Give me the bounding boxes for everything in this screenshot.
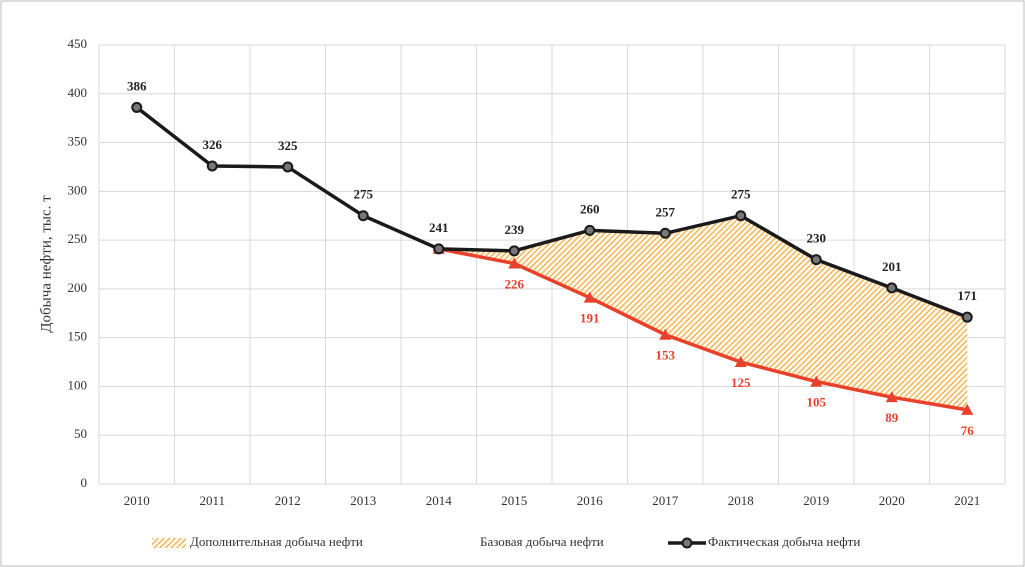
x-tick-label: 2015 bbox=[501, 493, 527, 508]
data-label: 125 bbox=[731, 375, 751, 390]
y-axis-label: Добыча нефти, тыс. т bbox=[38, 195, 54, 333]
marker bbox=[659, 328, 672, 340]
x-tick-label: 2013 bbox=[350, 493, 376, 508]
legend-swatch bbox=[152, 538, 186, 548]
x-tick-label: 2020 bbox=[879, 493, 905, 508]
data-label: 105 bbox=[807, 395, 827, 410]
data-label: 226 bbox=[505, 277, 525, 292]
data-label: 191 bbox=[580, 311, 600, 326]
marker bbox=[282, 161, 294, 173]
x-tick-label: 2018 bbox=[728, 493, 754, 508]
y-tick-label: 450 bbox=[68, 36, 88, 51]
y-tick-label: 350 bbox=[68, 134, 88, 149]
y-tick-label: 150 bbox=[68, 329, 88, 344]
series-line bbox=[135, 106, 968, 319]
x-tick-label: 2017 bbox=[652, 493, 679, 508]
data-label: 275 bbox=[731, 187, 751, 202]
x-tick-label: 2010 bbox=[124, 493, 150, 508]
marker bbox=[961, 311, 973, 323]
marker bbox=[584, 224, 596, 236]
data-label: 230 bbox=[807, 231, 827, 246]
x-tick-label: 2012 bbox=[275, 493, 301, 508]
x-tick-label: 2019 bbox=[803, 493, 829, 508]
marker bbox=[735, 210, 747, 222]
marker bbox=[810, 254, 822, 266]
marker bbox=[131, 101, 143, 113]
series-line bbox=[438, 247, 968, 412]
legend-label: Базовая добыча нефти bbox=[480, 534, 604, 549]
data-label: 257 bbox=[656, 204, 676, 219]
x-tick-label: 2016 bbox=[577, 493, 604, 508]
fill-area bbox=[438, 215, 968, 410]
data-label: 260 bbox=[580, 201, 600, 216]
x-tick-label: 2014 bbox=[426, 493, 453, 508]
y-tick-label: 300 bbox=[68, 182, 88, 197]
y-tick-label: 0 bbox=[81, 475, 88, 490]
data-label: 239 bbox=[505, 222, 525, 237]
marker bbox=[583, 291, 596, 303]
marker bbox=[659, 227, 671, 239]
marker bbox=[810, 375, 823, 387]
y-tick-label: 50 bbox=[74, 426, 87, 441]
marker bbox=[357, 210, 369, 222]
marker bbox=[886, 282, 898, 294]
y-tick-label: 200 bbox=[68, 280, 88, 295]
marker bbox=[433, 243, 445, 255]
legend-label: Дополнительная добыча нефти bbox=[190, 534, 363, 549]
legend-label: Фактическая добыча нефти bbox=[708, 534, 860, 549]
data-label: 153 bbox=[656, 348, 676, 363]
y-tick-label: 250 bbox=[68, 231, 88, 246]
data-label: 76 bbox=[961, 423, 975, 438]
data-label: 241 bbox=[429, 220, 449, 235]
marker bbox=[885, 391, 898, 403]
marker bbox=[206, 160, 218, 172]
marker bbox=[961, 403, 974, 415]
data-label: 89 bbox=[885, 410, 899, 425]
x-tick-label: 2021 bbox=[954, 493, 980, 508]
data-label: 386 bbox=[127, 78, 147, 93]
x-tick-label: 2011 bbox=[199, 493, 225, 508]
legend-marker bbox=[681, 537, 693, 549]
data-label: 275 bbox=[354, 187, 374, 202]
data-label: 325 bbox=[278, 138, 298, 153]
data-label: 326 bbox=[203, 137, 223, 152]
data-label: 171 bbox=[958, 288, 978, 303]
y-tick-label: 100 bbox=[68, 377, 88, 392]
y-tick-label: 400 bbox=[68, 85, 88, 100]
marker bbox=[734, 356, 747, 368]
marker bbox=[508, 257, 521, 269]
marker bbox=[508, 245, 520, 257]
data-label: 201 bbox=[882, 259, 902, 274]
